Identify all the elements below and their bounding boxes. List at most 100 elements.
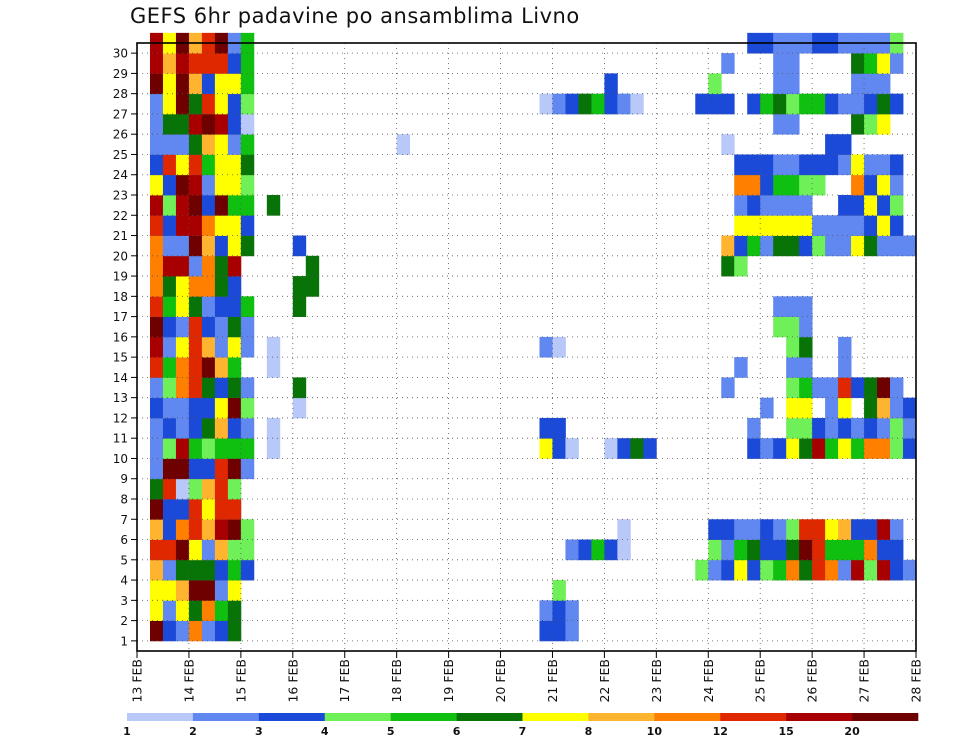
heatmap-cell [188, 215, 203, 236]
heatmap-cell [214, 499, 229, 520]
heatmap-cell [175, 559, 190, 581]
y-tick-label: 25 [113, 148, 128, 162]
heatmap-cell [799, 377, 813, 399]
heatmap-cell [838, 215, 852, 236]
heatmap-cell [201, 113, 216, 135]
heatmap-cell [214, 255, 229, 277]
heatmap-cell [188, 438, 203, 459]
heatmap-cell [825, 539, 839, 561]
y-tick-label: 24 [113, 168, 128, 182]
heatmap-cell [266, 336, 281, 358]
heatmap-cell [760, 195, 774, 216]
heatmap-cell [825, 417, 839, 439]
heatmap-cell [188, 336, 203, 358]
heatmap-cell [214, 113, 229, 135]
x-tick-label: 19 FEB [441, 659, 456, 703]
heatmap-cell [162, 73, 177, 95]
heatmap-cell [552, 438, 566, 459]
heatmap-cell [227, 296, 242, 317]
heatmap-cell [214, 296, 229, 317]
heatmap-cell [227, 255, 242, 277]
color-legend: 1 2 3 4 5 6 7 8 10 12 15 20 [123, 713, 919, 738]
heatmap-cell [747, 438, 761, 459]
heatmap-cell [149, 235, 164, 257]
heatmap-cell [149, 519, 164, 540]
heatmap-cell [903, 397, 917, 419]
heatmap-cell [305, 255, 320, 277]
heatmap-cell [799, 559, 813, 581]
y-tick-label: 18 [113, 290, 128, 304]
heatmap-cell [890, 559, 904, 581]
heatmap-cell [734, 154, 748, 176]
heatmap-cell [617, 438, 631, 459]
legend-label: 20 [844, 725, 860, 738]
heatmap-cell [539, 93, 553, 115]
heatmap-cell [188, 73, 203, 95]
heatmap-cell [734, 559, 748, 581]
heatmap-cell [708, 559, 722, 581]
heatmap-cell [240, 458, 255, 480]
x-tick-label: 26 FEB [805, 659, 820, 703]
heatmap-cell [799, 195, 813, 216]
heatmap-cell [786, 93, 800, 115]
heatmap-cell [617, 519, 631, 540]
heatmap-cell [227, 134, 242, 155]
heatmap-cell [214, 620, 229, 642]
heatmap-cell [877, 417, 891, 439]
heatmap-cell [786, 397, 800, 419]
heatmap-cell [747, 154, 761, 176]
heatmap-cell [214, 458, 229, 480]
heatmap-cell [877, 539, 891, 561]
heatmap-cell [240, 519, 255, 540]
heatmap-cell [149, 215, 164, 236]
heatmap-cell [240, 113, 255, 135]
heatmap-cell [799, 357, 813, 378]
legend-label: 4 [321, 725, 329, 738]
heatmap-cell [188, 417, 203, 439]
heatmap-cell [162, 154, 177, 176]
heatmap-cell [240, 134, 255, 155]
heatmap-cell [175, 53, 190, 74]
legend-label: 6 [453, 725, 461, 738]
heatmap-cell [799, 397, 813, 419]
heatmap-cell [851, 215, 865, 236]
heatmap-cell [786, 296, 800, 317]
heatmap-cell [838, 235, 852, 257]
heatmap-cell [786, 73, 800, 95]
y-tick-label: 7 [120, 513, 128, 527]
heatmap-cell [175, 73, 190, 95]
heatmap-cell [617, 539, 631, 561]
heatmap-cell [201, 73, 216, 95]
heatmap-cell [721, 235, 735, 257]
heatmap-cell [227, 417, 242, 439]
heatmap-cell [266, 357, 281, 378]
heatmap-cell [864, 417, 878, 439]
heatmap-cell [162, 93, 177, 115]
heatmap-cell [734, 519, 748, 540]
heatmap-cell [786, 438, 800, 459]
y-tick-label: 13 [113, 391, 128, 405]
heatmap-cell [773, 174, 787, 196]
heatmap-cell [292, 235, 307, 257]
heatmap-cell [864, 235, 878, 257]
heatmap-cell [799, 235, 813, 257]
heatmap-cell [214, 417, 229, 439]
heatmap-cell [188, 559, 203, 581]
heatmap-cell [188, 600, 203, 621]
heatmap-cell [786, 154, 800, 176]
heatmap-cell [734, 255, 748, 277]
y-tick-label: 29 [113, 67, 128, 81]
heatmap-cell [721, 539, 735, 561]
heatmap-cell [214, 397, 229, 419]
heatmap-cell [851, 559, 865, 581]
heatmap-cell [266, 195, 281, 216]
heatmap-cell [812, 174, 826, 196]
heatmap-cell [149, 255, 164, 277]
heatmap-cell [864, 174, 878, 196]
heatmap-cell [214, 235, 229, 257]
heatmap-cell [227, 438, 242, 459]
heatmap-cell [227, 53, 242, 74]
heatmap-cell [201, 357, 216, 378]
heatmap-cell [175, 316, 190, 338]
heatmap-cell [149, 559, 164, 581]
